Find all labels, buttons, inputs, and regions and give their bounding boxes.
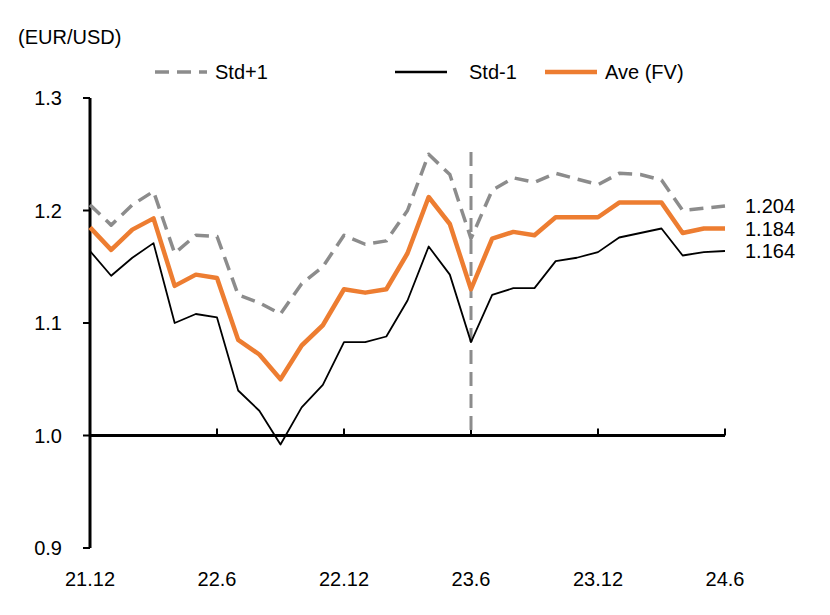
y-tick-label: 1.0 [34, 425, 62, 447]
y-tick [83, 435, 90, 437]
end-label: 1.184 [745, 218, 795, 240]
y-tick-label: 0.9 [34, 537, 62, 559]
x-tick [216, 429, 218, 436]
y-tick-label: 1.3 [34, 87, 62, 109]
x-tick [597, 429, 599, 436]
y-axis-label: (EUR/USD) [18, 26, 121, 48]
x-tick [343, 429, 345, 436]
series-group [90, 154, 725, 444]
series-line [90, 197, 725, 379]
x-tick [724, 429, 726, 436]
y-tick-label: 1.2 [34, 200, 62, 222]
chart: (EUR/USD) 0.9 1.0 1.1 1.2 1.3 21.12 22.6 22.12 23… [0, 0, 830, 615]
y-tick [83, 210, 90, 212]
reference-line [470, 152, 473, 436]
x-tick-label: 22.12 [319, 568, 369, 590]
y-tick [83, 97, 90, 99]
end-label: 1.204 [745, 195, 795, 217]
end-label: 1.164 [745, 240, 795, 262]
legend-swatch [395, 71, 447, 73]
legend-swatch [545, 70, 597, 75]
y-tick [83, 547, 90, 549]
series-line [90, 154, 725, 314]
y-tick [83, 322, 90, 324]
legend-swatch [155, 70, 207, 74]
x-tick-label: 24.6 [706, 568, 745, 590]
legend-label: Std+1 [215, 61, 268, 83]
legend-label: Std-1 [469, 61, 517, 83]
x-tick-label: 23.12 [573, 568, 623, 590]
x-axis [90, 434, 725, 437]
legend-label: Ave (FV) [605, 61, 684, 83]
x-tick [89, 429, 91, 436]
series-line [90, 229, 725, 445]
y-tick-label: 1.1 [34, 312, 62, 334]
x-tick-label: 23.6 [452, 568, 491, 590]
x-tick-label: 21.12 [65, 568, 115, 590]
x-tick-label: 22.6 [198, 568, 237, 590]
